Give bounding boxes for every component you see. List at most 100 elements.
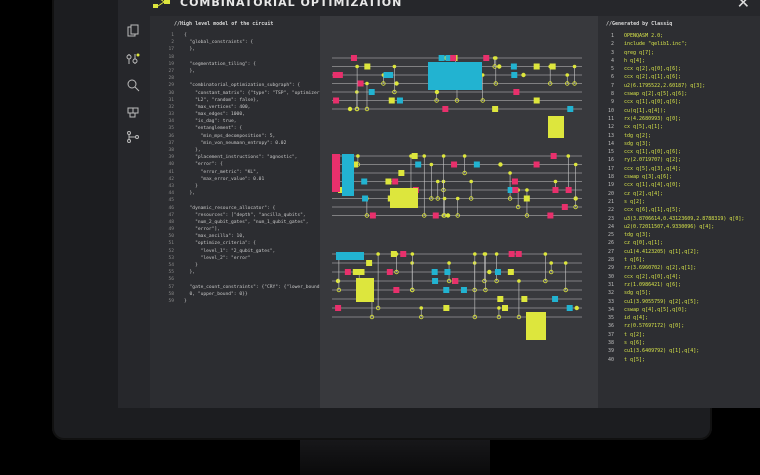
- control-dot: [365, 81, 369, 86]
- code-line: 59}: [154, 298, 325, 305]
- code-text: id q[4];: [624, 315, 649, 322]
- code-text: ccx q[1],q[4],q[0];: [624, 182, 682, 189]
- code-line: 27 },: [154, 68, 325, 75]
- copy-icon[interactable]: [126, 24, 140, 38]
- line-number: 30: [607, 273, 614, 280]
- code-text: cu1(4.4123205) q[1],q[2];: [624, 248, 700, 255]
- gate: [473, 161, 480, 168]
- gate: [393, 287, 400, 293]
- target-dot: [547, 81, 553, 86]
- gate: [515, 251, 522, 257]
- line-number: 19: [607, 182, 614, 189]
- gate: [450, 55, 457, 61]
- code-line: 33 cu1(3.9055759) q[2],q[5];: [600, 298, 744, 306]
- control-dot: [563, 261, 568, 265]
- code-text: t q[2];: [624, 331, 646, 338]
- code-text: ccx q[1],q[0],q[6];: [624, 149, 682, 156]
- line-number: 27: [607, 248, 614, 255]
- line-number: 30: [168, 90, 174, 96]
- line-number: 38: [168, 148, 174, 153]
- code-text: "resources": ["depth", "ancilla_qubits",: [184, 212, 306, 218]
- target-dot: [394, 269, 399, 275]
- code-line: 56: [154, 276, 325, 283]
- code-line: 22 ccx q[6],q[1],q[5];: [600, 206, 744, 214]
- line-number: 49: [168, 227, 174, 233]
- code-text: },: [184, 148, 201, 153]
- target-dot: [354, 106, 360, 112]
- branch-icon[interactable]: [126, 130, 140, 144]
- code-text: ccx q[1],q[0],q[6];: [624, 99, 682, 106]
- code-line: 28 t q[6];: [600, 256, 744, 264]
- code-line: 35 id q[4];: [600, 314, 744, 322]
- line-number: 17: [607, 165, 614, 172]
- code-text: cswap q[3],q[6];: [624, 174, 673, 181]
- gate: [332, 72, 339, 78]
- control-dot: [435, 90, 439, 94]
- target-dot: [565, 81, 570, 86]
- code-line: 36 "min_mps_decomposition": 5,: [154, 133, 325, 140]
- line-number: 40: [168, 162, 174, 168]
- control-dot: [392, 64, 397, 69]
- code-line: 37 t q[2];: [600, 331, 744, 339]
- gate: [443, 305, 450, 311]
- line-number: 43: [168, 183, 174, 189]
- code-line: 53 "level_2": "error": [154, 255, 325, 262]
- code-text: }: [184, 263, 198, 268]
- control-dot: [497, 306, 501, 310]
- target-dot: [435, 196, 440, 201]
- code-text: cswap q[4],q[5],q[0];: [624, 306, 688, 313]
- code-text: "placement_instructions": "agnostic",: [184, 155, 298, 161]
- multi-qubit-gate: [428, 62, 482, 90]
- code-text: sdg q[5];: [624, 290, 652, 297]
- target-dot: [434, 89, 440, 95]
- target-dot: [498, 162, 503, 167]
- control-dot: [355, 64, 359, 69]
- target-dot: [347, 106, 353, 112]
- high-level-model-editor[interactable]: //High level model of the circuit 1{2 "g…: [150, 16, 325, 408]
- target-dot: [422, 213, 427, 218]
- circuit-view[interactable]: [320, 16, 598, 408]
- qasm-code[interactable]: 1 OPENQASM 2.0; 2 include "qelib1.inc"; 3 qre…: [600, 32, 744, 364]
- settings-sliders-icon[interactable]: [126, 52, 140, 66]
- code-line: 17 },: [154, 46, 325, 53]
- line-number: 2: [171, 40, 174, 46]
- gate: [533, 161, 540, 168]
- code-line: 14 sdg q[3];: [600, 140, 744, 148]
- line-number: 57: [168, 284, 174, 290]
- line-number: 25: [607, 232, 614, 239]
- target-dot: [497, 64, 502, 69]
- quantum-circuit-diagram[interactable]: [320, 16, 598, 408]
- control-dot: [492, 56, 497, 60]
- gate: [567, 106, 574, 112]
- close-icon[interactable]: ✕: [736, 0, 750, 12]
- code-line: 32 "max_vertices": 400,: [154, 104, 325, 111]
- model-code[interactable]: 1{2 "global_constraints": {17 }, 18 19 "se…: [154, 32, 325, 305]
- code-text: rz(0.57697172) q[0];: [624, 323, 685, 330]
- target-dot: [494, 278, 499, 284]
- gate: [385, 178, 392, 185]
- control-dot: [422, 154, 427, 158]
- target-dot: [364, 213, 370, 218]
- search-icon[interactable]: [126, 78, 140, 92]
- line-number: 1: [171, 33, 174, 38]
- gate: [396, 97, 403, 104]
- multi-qubit-gate: [342, 154, 354, 196]
- code-line: 18 cswap q[3],q[6];: [600, 173, 744, 181]
- code-line: 33 "max_edges": 1000,: [154, 111, 325, 118]
- code-text: "global_constraints": {: [184, 40, 254, 46]
- generated-qasm-panel[interactable]: //Generated by Classiq 1 OPENQASM 2.0; 2 in…: [598, 16, 760, 408]
- gate: [361, 178, 368, 185]
- gate: [561, 204, 568, 210]
- target-dot: [454, 98, 460, 103]
- line-number: 50: [168, 234, 174, 240]
- gate: [502, 305, 509, 311]
- line-number: 29: [607, 265, 614, 272]
- puzzle-icon[interactable]: [126, 104, 140, 118]
- target-dot: [543, 278, 548, 284]
- target-dot: [524, 213, 530, 218]
- gate: [387, 72, 394, 78]
- gate: [451, 161, 458, 168]
- code-line: 2 "global_constraints": {: [154, 39, 325, 46]
- gate: [565, 187, 572, 193]
- line-number: 34: [607, 306, 614, 313]
